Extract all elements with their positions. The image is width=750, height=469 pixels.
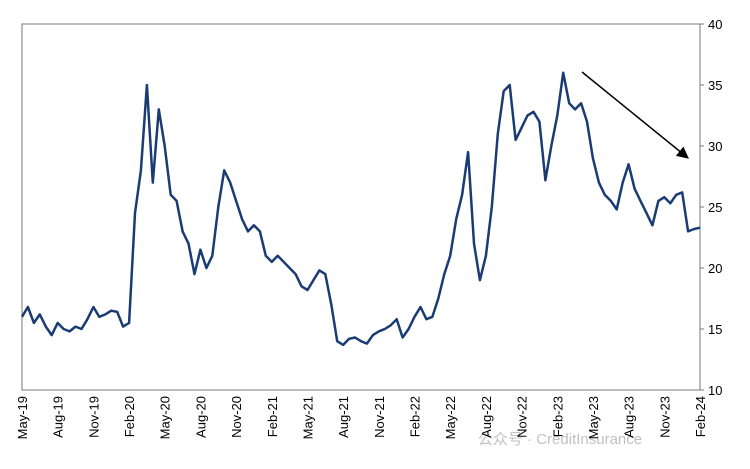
x-tick-label: May-22 [443, 396, 458, 439]
x-tick-label: Aug-20 [193, 396, 208, 438]
x-tick-label: Nov-20 [229, 396, 244, 438]
x-tick-label: Nov-19 [86, 396, 101, 438]
x-tick-label: May-19 [15, 396, 30, 439]
x-tick-label: Feb-24 [693, 396, 708, 437]
x-tick-label: Aug-19 [51, 396, 66, 438]
watermark: 公众号 · CreditInsurance [478, 431, 642, 448]
x-tick-label: Aug-23 [622, 396, 637, 438]
x-tick-label: Aug-22 [479, 396, 494, 438]
x-tick-label: Feb-20 [122, 396, 137, 437]
x-tick-label: May-23 [586, 396, 601, 439]
x-tick-label: Feb-22 [408, 396, 423, 437]
y-tick-label: 35 [708, 78, 722, 93]
y-tick-label: 40 [708, 17, 722, 32]
plot-frame [21, 23, 701, 391]
y-tick-label: 15 [708, 322, 722, 337]
x-tick-label: Aug-21 [336, 396, 351, 438]
x-tick-label: Nov-22 [515, 396, 530, 438]
x-tick-label: May-21 [300, 396, 315, 439]
x-tick-label: Feb-23 [550, 396, 565, 437]
x-tick-label: Nov-23 [657, 396, 672, 438]
y-tick-label: 25 [708, 200, 722, 215]
trend-arrow [581, 71, 689, 159]
y-tick-label: 10 [708, 383, 722, 398]
x-tick-label: Feb-21 [265, 396, 280, 437]
x-tick-label: Nov-21 [372, 396, 387, 438]
y-tick-label: 30 [708, 139, 722, 154]
y-tick-label: 20 [708, 261, 722, 276]
x-tick-label: May-20 [158, 396, 173, 439]
line-series [20, 71, 701, 347]
